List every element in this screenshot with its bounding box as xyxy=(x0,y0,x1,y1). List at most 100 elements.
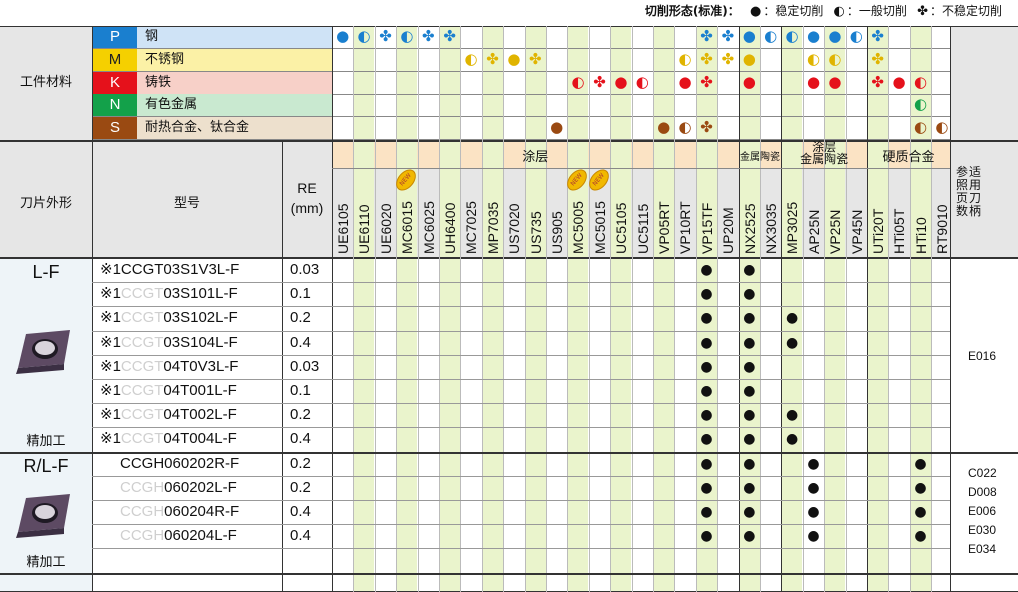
model-prefix: ※1 xyxy=(100,309,121,327)
grade-name: MC5015 xyxy=(591,201,608,254)
stable-mark: ● xyxy=(743,407,756,424)
model-cell: ※1CCGT03S1V3L-F xyxy=(100,258,239,282)
model-series-ghost: CCGT xyxy=(120,285,164,303)
material-mark-p: ● xyxy=(742,27,756,45)
model-prefix: ※1 xyxy=(100,430,121,448)
model-code: 060204L-F xyxy=(164,527,237,545)
stable-mark: ● xyxy=(743,310,756,327)
re-value: 0.4 xyxy=(290,527,311,545)
grade-name: UTi20T xyxy=(870,208,886,254)
grade-name: MP3025 xyxy=(784,201,801,254)
model-prefix: ※1 xyxy=(100,357,121,375)
material-mark-k: ● xyxy=(678,72,692,91)
material-mark-k: ◐ xyxy=(913,72,928,91)
section-rule xyxy=(0,451,1018,454)
model-cell: ※1CCGT04T004L-F xyxy=(100,427,237,451)
grade-group-rule xyxy=(738,26,740,592)
material-mark-p: ◐ xyxy=(400,27,414,45)
stable-mark: ● xyxy=(914,479,927,496)
stable-mark: ● xyxy=(807,455,820,472)
material-mark-p: ● xyxy=(806,27,821,45)
model-prefix: ※1 xyxy=(100,406,121,424)
stable-mark: ● xyxy=(743,286,756,303)
table-row-rule xyxy=(92,379,950,380)
grade-name: MC5005 xyxy=(570,201,587,254)
material-mark-m: ✤ xyxy=(700,49,713,68)
grade-group-bg xyxy=(332,140,950,168)
table-row-rule xyxy=(92,548,950,550)
material-mark-p: ✤ xyxy=(422,27,435,45)
model-series-ghost: CCGT xyxy=(120,333,164,351)
material-code-p: P xyxy=(93,26,137,48)
shape-column-bg xyxy=(0,257,92,592)
insert-image xyxy=(16,493,70,538)
model-cell: ※1CCGT03S101L-F xyxy=(100,282,238,306)
re-value: 0.1 xyxy=(290,382,311,399)
model-cell: CCGH060204R-F xyxy=(120,500,239,524)
material-mark-m: ◐ xyxy=(464,49,478,68)
header-rule xyxy=(0,140,1018,142)
ref-page: E006 xyxy=(968,503,997,518)
re-value: 0.2 xyxy=(290,478,311,496)
material-mark-m: ✤ xyxy=(486,49,499,68)
grade-name: VP15TF xyxy=(698,202,715,254)
re-value: 0.03 xyxy=(290,357,320,375)
grade-column-stripe xyxy=(739,26,760,592)
re-value: 0.2 xyxy=(290,406,311,424)
material-mark-k: ✤ xyxy=(700,72,713,91)
grade-group-rule xyxy=(867,26,868,592)
model-code: CCGT03S1V3L-F xyxy=(120,261,240,278)
grade-column-rule xyxy=(931,26,933,592)
material-mark-p: ✤ xyxy=(443,27,456,45)
material-mark-s: ● xyxy=(550,118,564,137)
grade-name: RT9010 xyxy=(934,204,951,254)
re-value: 0.4 xyxy=(290,333,311,351)
grade-column-rule xyxy=(631,26,633,592)
insert-shape-code: L-F xyxy=(32,262,60,282)
group-coated-cermet: 涂层 金属陶瓷 xyxy=(800,140,849,166)
material-mark-p: ◐ xyxy=(764,27,778,45)
ref-page: E030 xyxy=(968,522,997,537)
model-prefix: ※1 xyxy=(100,382,121,399)
model-header: 型号 xyxy=(173,196,200,211)
material-mark-p: ✤ xyxy=(871,27,884,45)
grade-name: UE6105 xyxy=(335,203,351,254)
grade-column-stripe xyxy=(354,26,375,592)
material-mark-p: ✤ xyxy=(379,27,392,45)
legend-unstable: ：不稳定切削 xyxy=(929,4,1002,18)
stable-mark: ● xyxy=(743,334,756,351)
material-mark-m: ✤ xyxy=(721,49,735,68)
body-rule xyxy=(0,257,1018,259)
grade-column-rule xyxy=(674,26,676,592)
material-mark-m: ◐ xyxy=(678,49,692,68)
grade-column-rule xyxy=(546,26,547,592)
grade-column-rule xyxy=(460,26,462,592)
stable-mark: ● xyxy=(700,431,713,448)
grade-column-rule xyxy=(481,26,483,592)
model-series-ghost: CCGT xyxy=(120,406,164,424)
model-prefix: ※1 xyxy=(100,261,121,278)
group-cermet: 金属陶瓷 xyxy=(739,152,780,163)
stable-mark: ● xyxy=(700,310,713,327)
ref-page: C022 xyxy=(968,465,997,480)
material-mark-s: ◐ xyxy=(935,118,949,137)
re-header: RE xyxy=(297,180,317,196)
grade-name: VP05RT xyxy=(656,201,672,254)
grade-column-rule xyxy=(610,26,612,592)
model-prefix: ※1 xyxy=(100,285,121,303)
stable-mark: ● xyxy=(807,528,820,545)
material-row-rule xyxy=(93,70,950,72)
grade-name: VP25N xyxy=(827,209,844,254)
model-series-ghost: CCGT xyxy=(120,357,164,375)
grade-name: NX2525 xyxy=(741,203,758,254)
model-code: 04T002L-F xyxy=(163,406,237,424)
model-cell: CCGH060202L-F xyxy=(120,476,237,500)
material-row-rule xyxy=(93,48,950,49)
material-code-n: N xyxy=(93,94,137,117)
grade-column-stripe xyxy=(568,26,589,592)
material-name-k: 铸铁 xyxy=(137,71,332,94)
grade-name: HTi05T xyxy=(891,208,908,254)
stable-mark: ● xyxy=(743,262,756,278)
grade-column-rule xyxy=(524,26,526,592)
grade-name: UP20M xyxy=(720,207,737,254)
